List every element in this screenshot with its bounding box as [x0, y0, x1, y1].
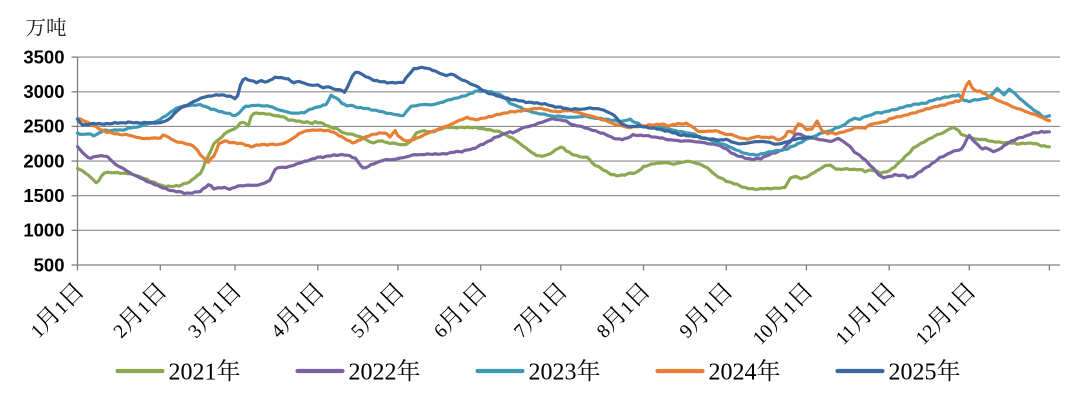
svg-text:2500: 2500 [23, 116, 64, 137]
svg-text:1000: 1000 [23, 220, 64, 241]
svg-text:2000: 2000 [23, 150, 64, 171]
svg-text:2025: 2025 [889, 360, 937, 386]
svg-text:3500: 3500 [23, 46, 64, 67]
svg-text:2021: 2021 [169, 360, 217, 386]
svg-text:3000: 3000 [23, 81, 64, 102]
svg-text:2022: 2022 [349, 360, 397, 386]
svg-text:1500: 1500 [23, 185, 64, 206]
svg-text:2024: 2024 [709, 360, 757, 386]
svg-text:500: 500 [34, 254, 65, 275]
svg-text:2023: 2023 [529, 360, 577, 386]
